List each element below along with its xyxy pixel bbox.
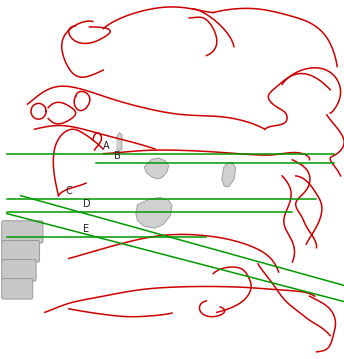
- Text: B: B: [114, 151, 120, 161]
- Polygon shape: [144, 158, 169, 179]
- Text: D: D: [83, 199, 90, 209]
- Text: E: E: [83, 224, 89, 234]
- Polygon shape: [222, 162, 236, 187]
- Text: A: A: [103, 141, 110, 151]
- FancyBboxPatch shape: [2, 260, 36, 281]
- Polygon shape: [136, 197, 172, 228]
- Polygon shape: [117, 133, 122, 151]
- Text: C: C: [65, 186, 72, 196]
- FancyBboxPatch shape: [2, 221, 43, 243]
- FancyBboxPatch shape: [2, 279, 33, 299]
- FancyBboxPatch shape: [2, 241, 40, 262]
